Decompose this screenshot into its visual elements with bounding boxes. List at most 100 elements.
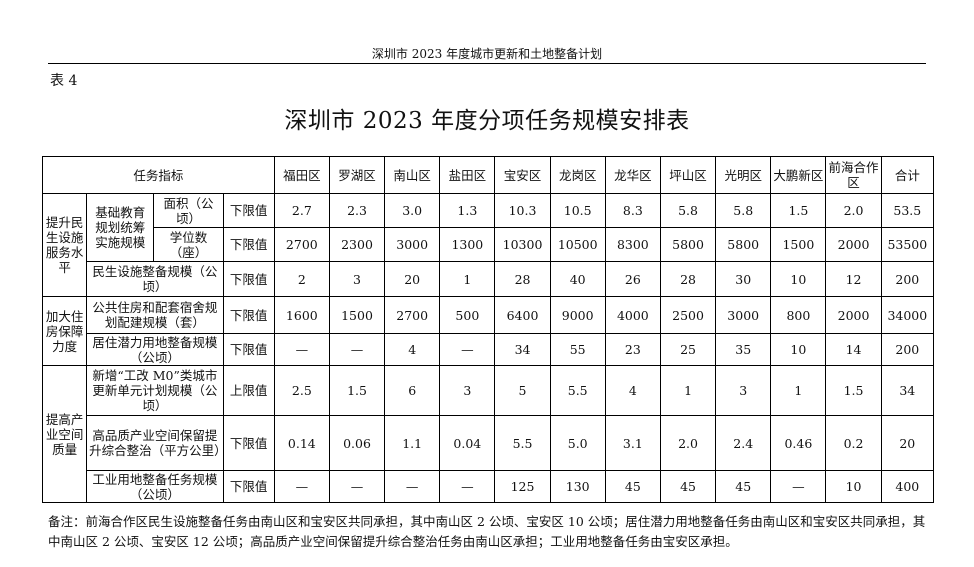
district-header: 福田区 (273, 156, 330, 194)
group-label: 提升民生设施服务水平 (41, 193, 88, 297)
value-cell: 500 (439, 296, 496, 334)
limit-type: 上限值 (222, 365, 275, 416)
total-cell: 34 (880, 365, 935, 416)
indicator-label: 民生设施整备规模（公顷） (86, 261, 224, 297)
value-cell: 4 (384, 333, 441, 366)
value-cell: 0.46 (770, 415, 827, 471)
value-cell: 12 (825, 261, 882, 297)
value-cell: — (328, 333, 386, 366)
limit-type: 下限值 (222, 470, 275, 503)
total-cell: 34000 (880, 296, 935, 334)
table-row: 学位数（座） 下限值 2700 2300 3000 1300 10300 10500 8300 5… (43, 227, 935, 262)
value-cell: 2700 (273, 227, 330, 262)
value-cell: 3 (715, 365, 772, 416)
value-cell: 10 (770, 333, 827, 366)
value-cell: — (770, 470, 827, 503)
indicator-label: 工业用地整备任务规模（公顷） (86, 470, 224, 503)
value-cell: 10 (770, 261, 827, 297)
indicator-label: 新增“工改 M0”类城市更新单元计划规模（公顷） (86, 365, 224, 416)
value-cell: 1.5 (328, 365, 386, 416)
value-cell: 6400 (494, 296, 551, 334)
value-cell: 125 (494, 470, 551, 503)
value-cell: 5800 (715, 227, 772, 262)
value-cell: 23 (604, 333, 661, 366)
value-cell: 1.5 (770, 193, 827, 228)
value-cell: 1500 (770, 227, 827, 262)
value-cell: 10300 (494, 227, 551, 262)
table-row: 居住潜力用地整备规模（公顷） 下限值 — —4—34 55 23 25 35 10 14 200 (43, 333, 935, 366)
total-cell: 200 (880, 333, 935, 366)
district-header: 光明区 (715, 156, 772, 194)
table-label: 表 4 (50, 73, 78, 89)
value-cell: 2.4 (715, 415, 772, 471)
district-header: 龙华区 (604, 156, 661, 194)
value-cell: 8.3 (604, 193, 661, 228)
header-row: 任务指标 福田区 罗湖区 南山区 盐田区 宝安区 龙岗区 龙华区 坪山区 光明区… (42, 156, 935, 194)
value-cell: — (273, 333, 330, 366)
district-header: 盐田区 (439, 156, 496, 194)
value-cell: 2300 (328, 227, 386, 262)
value-cell: 20 (384, 261, 441, 297)
value-cell: 5.8 (715, 193, 772, 228)
table-body: 任务指标 福田区 罗湖区 南山区 盐田区 宝安区 龙岗区 龙华区 坪山区 光明区… (41, 156, 935, 503)
value-cell: 3000 (384, 227, 441, 262)
value-cell: 55 (549, 333, 606, 366)
indicator-label: 居住潜力用地整备规模（公顷） (86, 333, 224, 366)
value-cell: 0.06 (328, 415, 386, 471)
indicator-label: 公共住房和配套宿舍规划配建规模（套） (86, 296, 224, 334)
limit-type: 下限值 (222, 296, 275, 334)
district-header: 宝安区 (494, 156, 551, 194)
value-cell: 10500 (549, 227, 606, 262)
page-title: 深圳市 2023 年度分项任务规模安排表 (284, 108, 690, 134)
limit-type: 下限值 (222, 261, 275, 297)
value-cell: 2.0 (659, 415, 717, 471)
value-cell: 10 (825, 470, 882, 503)
value-cell: 45 (604, 470, 661, 503)
value-cell: 1 (659, 365, 717, 416)
total-cell: 20 (880, 415, 935, 471)
total-cell: 53.5 (880, 193, 935, 228)
value-cell: — (328, 470, 386, 503)
value-cell: 5.8 (659, 193, 717, 228)
value-cell: 0.2 (825, 415, 882, 471)
value-cell: 3 (439, 365, 496, 416)
value-cell: 6 (384, 365, 441, 416)
limit-type: 下限值 (222, 415, 275, 471)
table-row: 工业用地整备任务规模（公顷） 下限值 — — — —125 130 45 45 45—10 400 (43, 470, 935, 503)
value-cell: 28 (494, 261, 551, 297)
value-cell: — (273, 470, 330, 503)
value-cell: 1.5 (825, 365, 882, 416)
value-cell: 5 (494, 365, 551, 416)
district-header: 龙岗区 (549, 156, 606, 194)
value-cell: 1.1 (384, 415, 441, 471)
value-cell: 35 (715, 333, 772, 366)
value-cell: 800 (770, 296, 827, 334)
table-row: 民生设施整备规模（公顷） 下限值 2 3 20 1 28 40 26 28 30 10 12 200 (43, 261, 935, 297)
value-cell: 5.5 (494, 415, 551, 471)
limit-type: 下限值 (222, 333, 275, 366)
value-cell: 1600 (273, 296, 330, 334)
table-row: 提升民生设施服务水平 基础教育规划统筹实施规模 面积（公顷） 下限值 2.7 2.3 3.0… (41, 193, 935, 297)
indicator-header: 任务指标 (42, 156, 275, 194)
task-scale-table: 任务指标 福田区 罗湖区 南山区 盐田区 宝安区 龙岗区 龙华区 坪山区 光明区… (41, 156, 935, 503)
value-cell: 1500 (328, 296, 386, 334)
value-cell: 1 (439, 261, 496, 297)
district-header: 大鹏新区 (770, 156, 827, 194)
value-cell: 4000 (604, 296, 661, 334)
value-cell: 45 (715, 470, 772, 503)
table-note: 备注：前海合作区民生设施整备任务由南山区和宝安区共同承担，其中南山区 2 公顷、… (48, 514, 926, 549)
table-row: 高品质产业空间保留提升综合整治（平方公里） 下限值 0.14 0.06 1.1 0.04 5… (43, 415, 935, 471)
value-cell: 10.5 (549, 193, 606, 228)
value-cell: 2500 (659, 296, 717, 334)
district-header: 合计 (880, 156, 935, 194)
value-cell: 40 (549, 261, 606, 297)
value-cell: 3 (328, 261, 386, 297)
value-cell: 2.3 (328, 193, 386, 228)
value-cell: — (384, 470, 441, 503)
value-cell: 26 (604, 261, 661, 297)
district-header: 罗湖区 (328, 156, 386, 194)
indicator-label: 面积（公顷） (153, 193, 224, 228)
group-label: 提高产业空间质量 (41, 365, 88, 503)
value-cell: 2000 (825, 296, 882, 334)
value-cell: 9000 (549, 296, 606, 334)
